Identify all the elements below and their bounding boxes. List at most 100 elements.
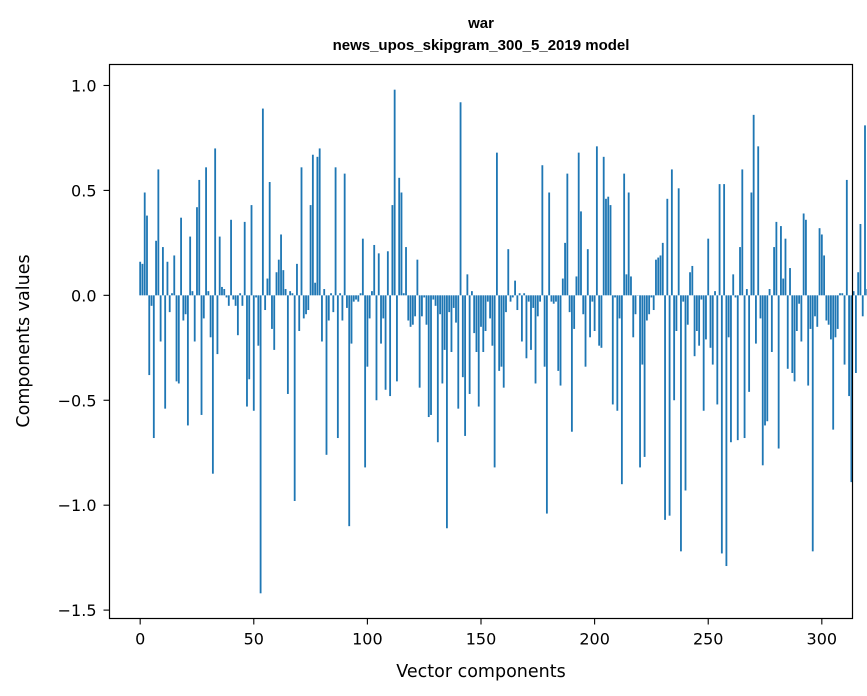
bar-122 bbox=[416, 259, 419, 296]
bar-100 bbox=[366, 295, 369, 367]
bar-225 bbox=[650, 295, 653, 298]
bar-211 bbox=[618, 295, 621, 319]
bar-75 bbox=[309, 205, 312, 296]
bar-154 bbox=[489, 295, 491, 319]
bar-218 bbox=[634, 295, 637, 315]
bar-204 bbox=[602, 156, 605, 296]
bar-203 bbox=[600, 295, 603, 348]
bar-34 bbox=[216, 295, 219, 355]
bar-98 bbox=[361, 238, 364, 296]
bar-67 bbox=[291, 293, 294, 296]
bar-173 bbox=[532, 295, 535, 308]
bar-184 bbox=[557, 295, 560, 371]
bar-156 bbox=[493, 295, 496, 468]
bar-240 bbox=[684, 295, 687, 491]
bar-27 bbox=[200, 295, 203, 415]
bar-247 bbox=[700, 295, 703, 300]
bar-130 bbox=[434, 295, 437, 306]
bar-131 bbox=[436, 295, 439, 443]
bar-17 bbox=[177, 295, 180, 384]
bar-89 bbox=[341, 295, 344, 321]
bar-36 bbox=[221, 286, 223, 296]
bar-146 bbox=[471, 291, 473, 296]
bar-128 bbox=[430, 295, 432, 415]
bar-132 bbox=[439, 295, 442, 315]
bar-239 bbox=[682, 295, 685, 302]
bar-177 bbox=[541, 165, 544, 296]
bar-123 bbox=[418, 295, 421, 388]
bar-169 bbox=[523, 293, 526, 296]
bar-254 bbox=[716, 295, 719, 405]
bar-264 bbox=[739, 247, 741, 296]
bar-5 bbox=[150, 295, 153, 306]
bar-222 bbox=[643, 295, 646, 457]
bar-104 bbox=[375, 295, 378, 401]
bar-231 bbox=[664, 295, 666, 520]
bar-174 bbox=[534, 295, 537, 384]
bar-243 bbox=[691, 265, 694, 296]
bar-16 bbox=[175, 295, 178, 382]
bar-55 bbox=[264, 295, 267, 311]
bar-52 bbox=[257, 295, 260, 346]
bar-216 bbox=[630, 276, 632, 296]
y-tick-label: 0.0 bbox=[71, 286, 96, 305]
bar-99 bbox=[364, 295, 367, 468]
bar-316 bbox=[857, 272, 860, 296]
y-tick-label: 0.5 bbox=[71, 181, 96, 200]
bar-79 bbox=[318, 148, 321, 296]
bar-314 bbox=[852, 291, 855, 296]
bar-32 bbox=[211, 295, 214, 474]
bar-137 bbox=[450, 295, 453, 352]
bar-76 bbox=[311, 154, 314, 296]
bar-188 bbox=[566, 173, 569, 296]
bar-312 bbox=[848, 295, 850, 397]
bar-21 bbox=[186, 295, 189, 426]
bar-302 bbox=[825, 295, 828, 321]
bar-309 bbox=[841, 293, 844, 296]
bar-150 bbox=[480, 295, 482, 327]
bar-37 bbox=[223, 289, 226, 296]
bar-259 bbox=[727, 295, 730, 338]
bar-112 bbox=[393, 89, 396, 296]
bar-303 bbox=[827, 295, 830, 325]
bar-116 bbox=[402, 293, 405, 296]
bar-285 bbox=[786, 295, 789, 369]
bar-141 bbox=[459, 102, 462, 296]
bar-43 bbox=[236, 295, 239, 336]
bar-232 bbox=[666, 198, 669, 296]
bar-290 bbox=[798, 295, 801, 304]
bar-63 bbox=[282, 270, 285, 296]
bar-129 bbox=[432, 295, 435, 300]
bar-106 bbox=[380, 295, 382, 344]
bar-117 bbox=[405, 247, 407, 296]
bar-29 bbox=[205, 167, 207, 296]
bar-186 bbox=[561, 278, 564, 296]
bar-223 bbox=[645, 295, 648, 321]
bar-157 bbox=[496, 152, 498, 296]
bar-24 bbox=[193, 295, 196, 342]
bar-202 bbox=[598, 295, 601, 346]
bar-237 bbox=[677, 188, 680, 296]
bar-49 bbox=[250, 205, 253, 296]
bar-315 bbox=[855, 295, 857, 373]
bar-33 bbox=[214, 148, 217, 296]
bar-152 bbox=[484, 295, 487, 331]
bar-298 bbox=[816, 295, 819, 327]
bar-31 bbox=[209, 295, 212, 338]
bar-159 bbox=[500, 295, 503, 367]
bar-39 bbox=[227, 295, 230, 306]
bar-250 bbox=[707, 238, 710, 296]
bar-256 bbox=[720, 295, 723, 554]
x-axis-ticks: 0 50 100 150 200 250 300 bbox=[135, 618, 837, 649]
bar-277 bbox=[768, 289, 771, 296]
bar-101 bbox=[368, 295, 371, 319]
bar-121 bbox=[414, 295, 417, 317]
bar-107 bbox=[382, 295, 385, 319]
bar-221 bbox=[641, 295, 644, 365]
bar-120 bbox=[411, 295, 414, 325]
bar-86 bbox=[334, 167, 337, 296]
bar-195 bbox=[582, 295, 585, 315]
bar-245 bbox=[695, 295, 698, 331]
bar-288 bbox=[793, 295, 796, 382]
bar-109 bbox=[386, 251, 389, 296]
